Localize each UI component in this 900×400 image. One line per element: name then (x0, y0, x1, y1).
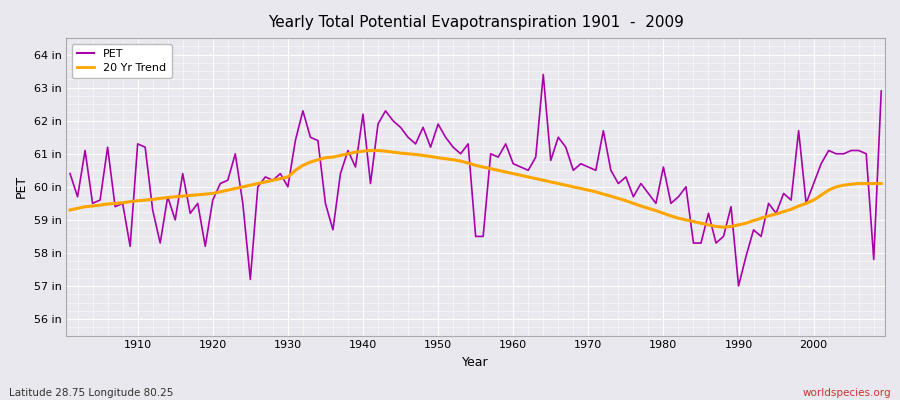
X-axis label: Year: Year (463, 356, 489, 369)
Title: Yearly Total Potential Evapotranspiration 1901  -  2009: Yearly Total Potential Evapotranspiratio… (267, 15, 684, 30)
Legend: PET, 20 Yr Trend: PET, 20 Yr Trend (72, 44, 172, 78)
Y-axis label: PET: PET (15, 175, 28, 198)
Text: Latitude 28.75 Longitude 80.25: Latitude 28.75 Longitude 80.25 (9, 388, 174, 398)
Text: worldspecies.org: worldspecies.org (803, 388, 891, 398)
